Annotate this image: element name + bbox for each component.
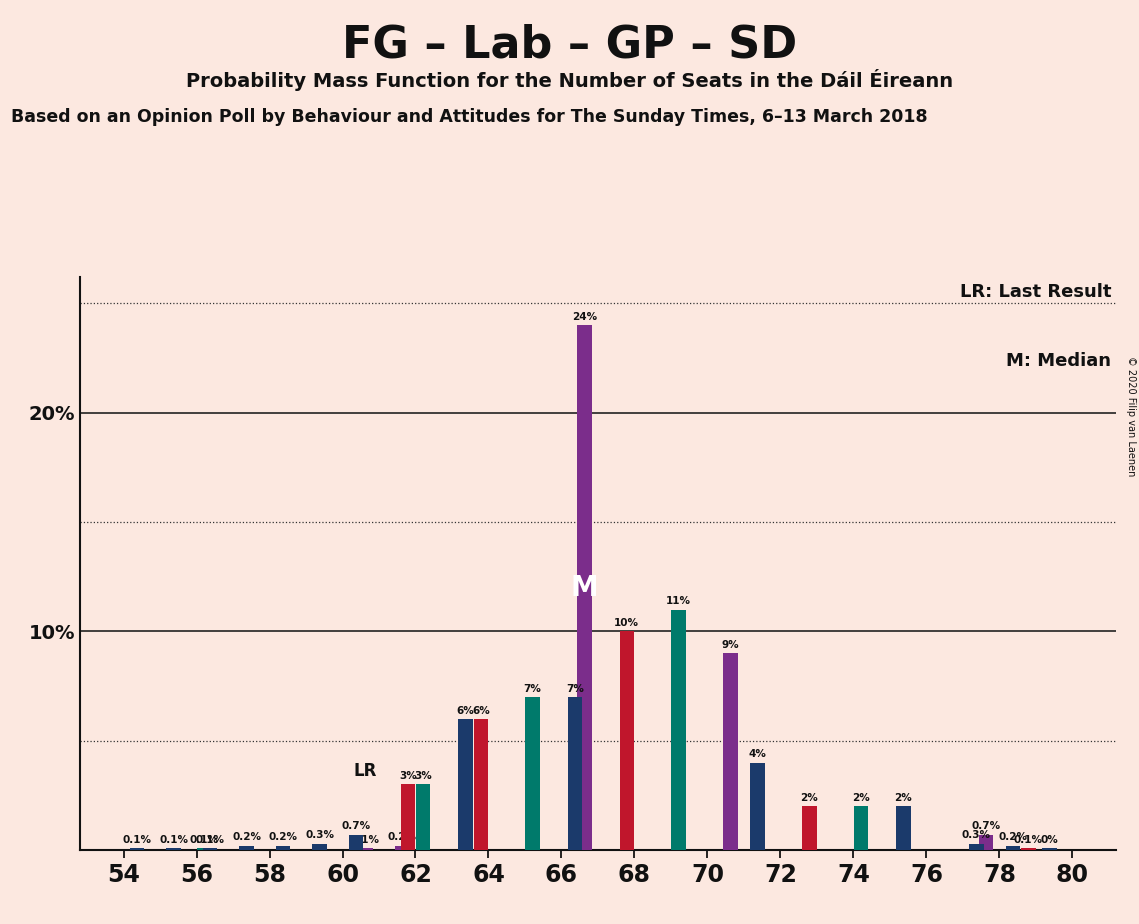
Bar: [166, 848, 181, 850]
Text: 2%: 2%: [894, 793, 912, 803]
Bar: [416, 784, 431, 850]
Text: 0.1%: 0.1%: [196, 834, 224, 845]
Bar: [969, 844, 984, 850]
Text: 0.3%: 0.3%: [962, 831, 991, 840]
Text: M: Median: M: Median: [1006, 352, 1111, 370]
Bar: [854, 807, 868, 850]
Text: 0.2%: 0.2%: [387, 833, 417, 843]
Bar: [723, 653, 738, 850]
Bar: [395, 845, 409, 850]
Bar: [349, 834, 363, 850]
Text: 4%: 4%: [748, 749, 767, 760]
Bar: [474, 719, 489, 850]
Bar: [751, 762, 764, 850]
Text: 2%: 2%: [801, 793, 818, 803]
Text: 0.7%: 0.7%: [972, 821, 1000, 832]
Bar: [577, 325, 592, 850]
Text: FG – Lab – GP – SD: FG – Lab – GP – SD: [342, 23, 797, 67]
Bar: [1021, 848, 1035, 850]
Text: 6%: 6%: [457, 706, 474, 715]
Text: Based on an Opinion Poll by Behaviour and Attitudes for The Sunday Times, 6–13 M: Based on an Opinion Poll by Behaviour an…: [11, 108, 928, 126]
Bar: [1006, 845, 1021, 850]
Text: 3%: 3%: [399, 772, 417, 781]
Text: 0.1%: 0.1%: [1014, 834, 1043, 845]
Bar: [358, 848, 372, 850]
Text: 0.2%: 0.2%: [999, 833, 1027, 843]
Bar: [401, 784, 415, 850]
Text: 0.2%: 0.2%: [232, 833, 261, 843]
Text: M: M: [571, 574, 598, 602]
Bar: [525, 697, 540, 850]
Text: 7%: 7%: [566, 684, 584, 694]
Text: 0.1%: 0.1%: [123, 834, 151, 845]
Text: 0.7%: 0.7%: [342, 821, 370, 832]
Bar: [802, 807, 817, 850]
Bar: [896, 807, 911, 850]
Bar: [458, 719, 473, 850]
Text: LR: LR: [354, 762, 377, 780]
Text: 6%: 6%: [472, 706, 490, 715]
Text: 10%: 10%: [614, 618, 639, 628]
Text: 7%: 7%: [524, 684, 541, 694]
Text: 0.2%: 0.2%: [269, 833, 297, 843]
Text: 9%: 9%: [722, 640, 739, 650]
Bar: [1042, 848, 1057, 850]
Text: 0.1%: 0.1%: [351, 834, 380, 845]
Bar: [671, 610, 686, 850]
Bar: [239, 845, 254, 850]
Text: 24%: 24%: [572, 312, 597, 322]
Text: 3%: 3%: [415, 772, 432, 781]
Text: 2%: 2%: [852, 793, 870, 803]
Bar: [312, 844, 327, 850]
Bar: [567, 697, 582, 850]
Text: 0%: 0%: [1041, 834, 1058, 845]
Text: 11%: 11%: [666, 596, 691, 606]
Text: Probability Mass Function for the Number of Seats in the Dáil Éireann: Probability Mass Function for the Number…: [186, 69, 953, 91]
Text: LR: Last Result: LR: Last Result: [959, 283, 1111, 301]
Bar: [620, 631, 634, 850]
Text: 0.3%: 0.3%: [305, 831, 334, 840]
Bar: [203, 848, 218, 850]
Bar: [276, 845, 290, 850]
Text: 0.1%: 0.1%: [190, 834, 219, 845]
Text: © 2020 Filip van Laenen: © 2020 Filip van Laenen: [1126, 356, 1136, 476]
Text: 0.1%: 0.1%: [159, 834, 188, 845]
Bar: [130, 848, 145, 850]
Bar: [978, 834, 993, 850]
Bar: [197, 848, 212, 850]
